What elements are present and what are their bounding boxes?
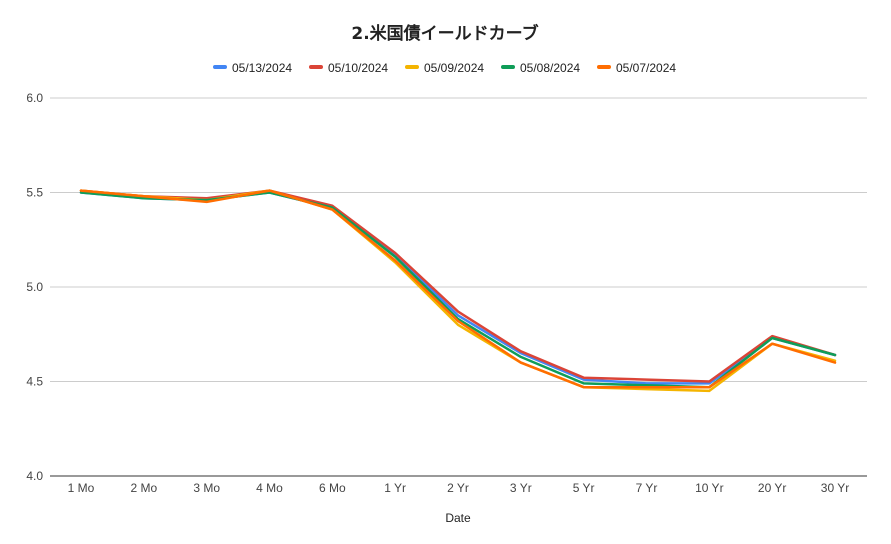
x-tick-label: 10 Yr — [695, 481, 723, 495]
legend-swatch — [405, 65, 419, 69]
x-tick-label: 3 Yr — [510, 481, 532, 495]
x-axis-ticks: 1 Mo 2 Mo 3 Mo 4 Mo 6 Mo 1 Yr 2 Yr 3 Yr 5 Yr 7 Yr… — [68, 481, 850, 495]
x-tick-label: 30 Yr — [821, 481, 849, 495]
gridlines — [50, 97, 867, 477]
legend-label: 05/09/2024 — [424, 61, 484, 75]
legend-swatch — [309, 65, 323, 69]
series-line-05-13-2024[interactable] — [79, 191, 837, 385]
legend-label: 05/07/2024 — [616, 61, 676, 75]
series-line-05-09-2024[interactable] — [79, 189, 837, 393]
x-tick-label: 20 Yr — [758, 481, 786, 495]
y-tick-label: 6.0 — [26, 91, 43, 105]
legend-label: 05/13/2024 — [232, 61, 292, 75]
x-tick-label: 3 Mo — [193, 481, 220, 495]
legend-item[interactable]: 05/08/2024 — [501, 61, 580, 75]
y-tick-label: 5.0 — [26, 280, 43, 294]
series-lines — [79, 189, 837, 393]
x-tick-label: 6 Mo — [319, 481, 346, 495]
x-axis-title: Date — [445, 511, 471, 525]
x-tick-label: 7 Yr — [636, 481, 658, 495]
x-tick-label: 1 Mo — [68, 481, 95, 495]
legend: 05/13/2024 05/10/2024 05/09/2024 05/08/2024… — [213, 61, 676, 75]
x-tick-label: 2 Yr — [447, 481, 469, 495]
series-line-05-07-2024[interactable] — [79, 189, 837, 389]
y-tick-label: 4.5 — [26, 375, 43, 389]
legend-label: 05/10/2024 — [328, 61, 388, 75]
x-tick-label: 2 Mo — [130, 481, 157, 495]
legend-swatch — [213, 65, 227, 69]
legend-item[interactable]: 05/09/2024 — [405, 61, 484, 75]
series-line-05-08-2024[interactable] — [79, 191, 837, 389]
legend-swatch — [597, 65, 611, 69]
legend-label: 05/08/2024 — [520, 61, 580, 75]
chart-title: 2.米国債イールドカーブ — [351, 23, 538, 44]
x-tick-label: 1 Yr — [384, 481, 406, 495]
series-line-05-10-2024[interactable] — [79, 189, 837, 383]
legend-swatch — [501, 65, 515, 69]
y-axis-ticks: 6.0 5.5 5.0 4.5 4.0 — [26, 91, 43, 483]
x-tick-label: 5 Yr — [573, 481, 595, 495]
legend-item[interactable]: 05/13/2024 — [213, 61, 292, 75]
y-tick-label: 5.5 — [26, 186, 43, 200]
legend-item[interactable]: 05/10/2024 — [309, 61, 388, 75]
x-tick-label: 4 Mo — [256, 481, 283, 495]
legend-item[interactable]: 05/07/2024 — [597, 61, 676, 75]
y-tick-label: 4.0 — [26, 469, 43, 483]
